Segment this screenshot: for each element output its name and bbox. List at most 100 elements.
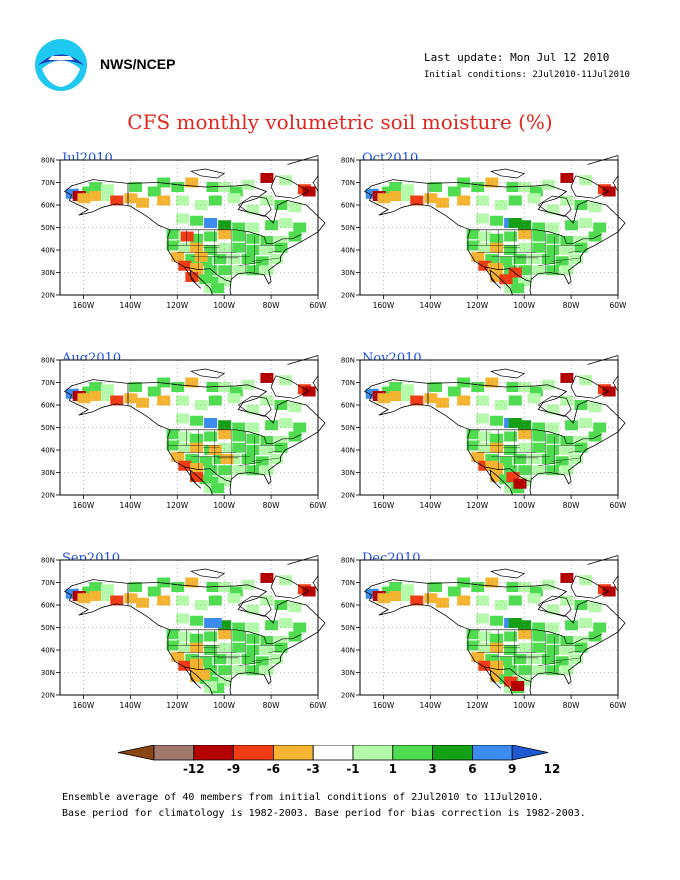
soil-moisture-cell [288,231,302,242]
soil-moisture-cell [546,604,560,615]
soil-moisture-cell [213,254,227,264]
y-tick-label: 50N [41,424,55,432]
soil-moisture-cell [457,595,471,606]
soil-moisture-cell [508,418,522,428]
soil-moisture-cell [147,386,161,397]
soil-moisture-cell [246,404,260,415]
y-tick-label: 50N [341,624,355,632]
x-tick-label: 80W [563,701,581,710]
soil-moisture-cell [485,254,499,264]
map-svg: 160W 140W 120W 100W 80W 60W 20N 30N 40N 50N 60N 70N… [41,555,327,710]
soil-moisture-cell [190,233,204,244]
soil-moisture-cell [218,265,232,276]
soil-moisture-cell [260,465,274,476]
soil-moisture-cell [508,618,522,628]
x-tick-label: 140W [119,701,141,710]
soil-moisture-cell [588,402,602,413]
x-tick-label: 60W [310,501,328,510]
soil-moisture-cell [532,465,546,476]
y-tick-label: 70N [41,579,55,587]
y-tick-label: 40N [341,247,355,255]
soil-moisture-cell [175,595,189,606]
soil-moisture-cell [246,604,260,615]
soil-moisture-cell [436,197,450,208]
soil-moisture-cell [269,654,283,664]
soil-moisture-cell [218,420,232,431]
y-tick-label: 30N [41,469,55,477]
colorbar-segment [153,745,195,761]
soil-moisture-cell [269,454,283,464]
soil-moisture-cell [232,431,246,442]
soil-moisture-cell [490,215,504,226]
soil-moisture-cell [175,395,189,406]
soil-moisture-cell [579,575,593,586]
soil-moisture-cell [260,173,274,183]
soil-moisture-cell [246,665,260,676]
colorbar-tick-label: -3 [307,762,320,776]
soil-moisture-cell [204,665,218,676]
soil-moisture-cell [518,465,532,476]
soil-moisture-cell [593,222,607,233]
y-tick-label: 20N [341,292,355,300]
soil-moisture-cell [389,182,403,192]
soil-moisture-cell [129,382,143,392]
soil-moisture-cell [400,391,414,401]
soil-moisture-cell [89,191,103,201]
soil-moisture-cell [260,665,274,676]
map-panel: Jul2010 160W 140W 120W 100W 80W 60W 20N 30N 40N 5… [41,151,360,340]
soil-moisture-cell [532,622,546,633]
x-tick-label: 120W [466,301,488,310]
soil-moisture-cell [260,636,274,646]
soil-moisture-cell [208,618,222,628]
soil-moisture-cell [100,384,114,395]
soil-moisture-cell [579,218,593,228]
soil-moisture-cell [229,586,243,597]
map-panel: Sep2010 160W 140W 120W 100W 80W 60W 20N 30N 40N 5… [41,551,360,740]
soil-moisture-cell [246,433,260,444]
y-tick-label: 30N [341,269,355,277]
soil-moisture-cell [260,645,274,655]
soil-moisture-cell [274,642,288,653]
soil-moisture-cell [175,613,189,624]
soil-moisture-cell [518,429,532,440]
soil-moisture-cell [288,431,302,442]
soil-moisture-cell [136,597,150,608]
soil-moisture-cell [579,618,593,628]
soil-moisture-cell [279,175,293,186]
soil-moisture-cell [532,431,546,442]
soil-moisture-cell [499,474,513,485]
soil-moisture-cell [190,463,204,473]
soil-moisture-cell [532,231,546,242]
soil-moisture-cell [485,377,499,388]
soil-moisture-cell [400,384,414,395]
soil-moisture-cell [204,218,218,228]
soil-moisture-cell [457,177,471,188]
soil-moisture-cell [518,229,532,240]
soil-moisture-cell [274,236,288,246]
x-tick-label: 140W [119,501,141,510]
soil-moisture-cell [518,629,532,640]
soil-moisture-cell [269,254,283,264]
soil-moisture-cell [579,375,593,386]
soil-moisture-cell [478,431,492,442]
soil-moisture-cell [190,263,204,273]
soil-moisture-cell [204,418,218,428]
soil-moisture-cell [513,478,527,489]
soil-moisture-cell [110,195,124,206]
soil-moisture-cell [204,245,218,255]
soil-moisture-cell [518,420,532,431]
soil-moisture-cell [89,182,103,192]
soil-moisture-cell [190,215,204,226]
soil-moisture-cell [199,656,213,667]
soil-moisture-cell [490,615,504,626]
soil-moisture-cell [466,229,480,240]
soil-moisture-cell [508,218,522,228]
soil-moisture-cell [218,476,232,487]
soil-moisture-cell [166,229,180,240]
x-tick-label: 80W [563,501,581,510]
soil-moisture-cell [218,642,232,653]
soil-moisture-cell [279,575,293,586]
y-tick-label: 50N [41,224,55,232]
y-tick-label: 20N [41,692,55,700]
soil-moisture-cell [546,265,560,276]
